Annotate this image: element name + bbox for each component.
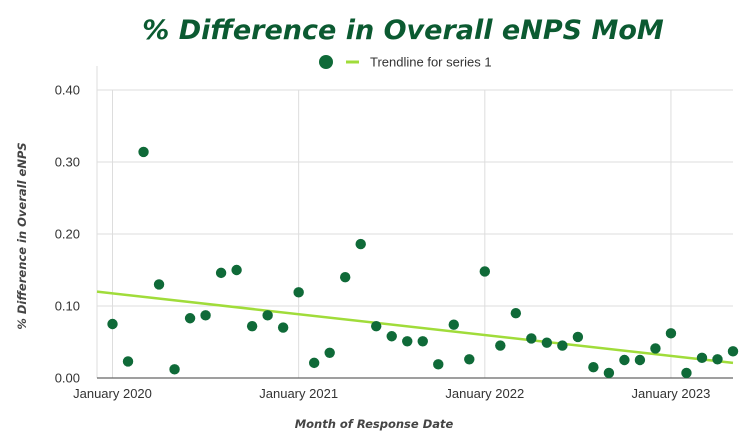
x-axis-title: Month of Response Date: [295, 417, 454, 431]
data-point: [184, 313, 196, 324]
data-point: [308, 357, 320, 369]
x-tick-label: January 2021: [259, 386, 338, 401]
data-point: [448, 319, 459, 330]
data-point: [665, 328, 677, 339]
points-layer: [107, 146, 739, 379]
data-point: [650, 343, 661, 354]
data-point: [293, 287, 304, 298]
y-tick-label: 0.00: [55, 371, 80, 386]
y-axis-title: % Difference in Overall eNPS: [15, 142, 29, 329]
data-point: [386, 331, 397, 342]
data-point: [339, 272, 351, 283]
x-axis-ticks: January 2020 January 2021 January 2022 Janu…: [73, 386, 710, 401]
data-point: [510, 308, 522, 319]
data-point: [277, 322, 289, 333]
data-point: [138, 146, 149, 158]
data-point: [262, 310, 273, 321]
x-tick-label: January 2020: [73, 386, 152, 401]
legend-point-marker: [319, 55, 333, 69]
data-point: [402, 336, 413, 347]
data-point: [246, 320, 258, 332]
gridlines: [96, 66, 733, 379]
data-point: [215, 267, 227, 279]
trendline: [96, 290, 734, 365]
data-point: [464, 354, 475, 365]
data-point: [634, 354, 646, 366]
x-tick-label: January 2023: [632, 386, 711, 401]
data-point: [727, 346, 739, 357]
data-point: [107, 318, 118, 330]
y-tick-label: 0.30: [55, 155, 80, 170]
trendline-layer: [96, 290, 734, 365]
data-point: [495, 340, 506, 351]
data-point: [122, 356, 134, 367]
data-point: [572, 331, 584, 343]
data-point: [603, 367, 615, 379]
legend: Trendline for series 1: [319, 55, 492, 70]
data-point: [153, 279, 165, 290]
y-tick-label: 0.20: [55, 227, 80, 242]
data-point: [231, 264, 242, 276]
data-point: [541, 337, 553, 348]
data-point: [417, 336, 428, 347]
x-tick-label: January 2022: [445, 386, 524, 401]
y-tick-label: 0.10: [55, 299, 80, 314]
data-point: [696, 352, 708, 364]
data-point: [433, 359, 444, 370]
y-axis-ticks: 0.00 0.10 0.20 0.30 0.40: [55, 83, 80, 386]
y-tick-label: 0.40: [55, 83, 80, 98]
data-point: [526, 333, 537, 344]
data-point: [324, 347, 335, 358]
data-point: [169, 364, 180, 375]
data-point: [355, 238, 366, 250]
data-point: [681, 367, 692, 379]
data-point: [712, 354, 723, 365]
data-point: [557, 340, 568, 351]
chart-title: % Difference in Overall eNPS MoM: [142, 15, 664, 46]
legend-trendline-label: Trendline for series 1: [370, 55, 492, 70]
data-point: [371, 320, 382, 332]
data-point: [479, 266, 491, 277]
data-point: [200, 310, 211, 321]
data-point: [619, 354, 630, 366]
data-point: [588, 362, 599, 373]
